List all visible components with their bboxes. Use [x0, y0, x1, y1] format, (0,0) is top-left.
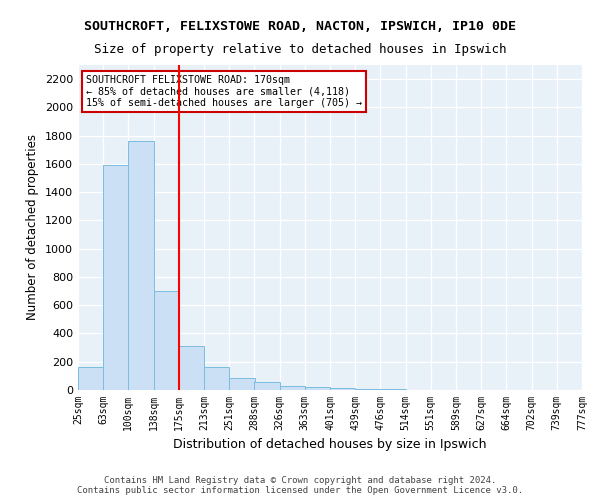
X-axis label: Distribution of detached houses by size in Ipswich: Distribution of detached houses by size …	[173, 438, 487, 452]
Bar	[78, 368, 103, 390]
Bar	[330, 388, 355, 390]
Bar	[254, 382, 280, 390]
Bar	[280, 386, 305, 390]
Bar	[204, 368, 229, 390]
Bar	[154, 291, 179, 390]
Bar	[103, 166, 129, 390]
Text: Size of property relative to detached houses in Ipswich: Size of property relative to detached ho…	[94, 42, 506, 56]
Text: SOUTHCROFT, FELIXSTOWE ROAD, NACTON, IPSWICH, IP10 0DE: SOUTHCROFT, FELIXSTOWE ROAD, NACTON, IPS…	[84, 20, 516, 33]
Text: Contains HM Land Registry data © Crown copyright and database right 2024.
Contai: Contains HM Land Registry data © Crown c…	[77, 476, 523, 495]
Bar	[179, 346, 204, 390]
Text: SOUTHCROFT FELIXSTOWE ROAD: 170sqm
← 85% of detached houses are smaller (4,118)
: SOUTHCROFT FELIXSTOWE ROAD: 170sqm ← 85%…	[86, 74, 362, 108]
Bar	[128, 142, 154, 390]
Bar	[305, 387, 330, 390]
Bar	[229, 378, 255, 390]
Y-axis label: Number of detached properties: Number of detached properties	[26, 134, 40, 320]
